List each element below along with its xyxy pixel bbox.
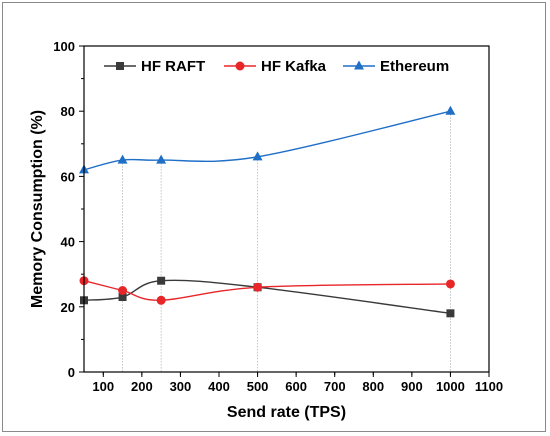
legend: HF RAFT HF Kafka Ethereum [104, 58, 449, 75]
y-tick-label: 60 [61, 169, 75, 184]
x-tick-label: 500 [247, 379, 269, 394]
legend-marker [116, 62, 124, 70]
y-tick-label: 40 [61, 235, 75, 250]
y-axis-label: Memory Consumption (%) [29, 110, 46, 308]
x-tick-label: 800 [362, 379, 384, 394]
legend-label: HF Kafka [261, 58, 327, 75]
y-tick-label: 100 [53, 39, 75, 54]
data-point-hf-raft [446, 309, 455, 318]
data-point-ethereum [156, 154, 167, 164]
data-point-hf-raft [118, 293, 127, 302]
data-point-hf-raft [157, 276, 166, 285]
x-tick-label: 200 [131, 379, 153, 394]
tick-labels: 100 200 300 400 500 600 700 800 900 1000 1100 0 20 40… [53, 39, 503, 394]
x-tick-label: 100 [92, 379, 114, 394]
x-axis-label: Send rate (TPS) [227, 404, 346, 421]
legend-item-hf-kafka: HF Kafka [224, 58, 327, 75]
legend-label: Ethereum [380, 58, 449, 75]
legend-item-hf-raft: HF RAFT [104, 58, 205, 75]
y-tick-label: 20 [61, 300, 75, 315]
x-tick-label: 400 [208, 379, 230, 394]
series-line-hf-kafka [83, 280, 451, 301]
data-point-hf-kafka [156, 295, 166, 305]
x-tick-label: 1000 [436, 379, 465, 394]
x-tick-label: 700 [324, 379, 346, 394]
x-tick-label: 900 [401, 379, 423, 394]
drop-lines [83, 111, 451, 372]
series-line-hf-raft [83, 279, 451, 315]
x-tick-label: 600 [285, 379, 307, 394]
y-tick-label: 80 [61, 104, 75, 119]
data-point-ethereum [252, 151, 263, 161]
legend-marker [354, 60, 364, 70]
data-point-hf-kafka [253, 282, 263, 292]
y-tick-label: 0 [68, 365, 75, 380]
legend-label: HF RAFT [141, 58, 205, 75]
plot-area-border [83, 45, 490, 373]
data-point-hf-kafka [445, 279, 455, 289]
series-line-ethereum [83, 110, 451, 171]
x-tick-label: 1100 [475, 379, 503, 394]
legend-marker [235, 61, 245, 71]
data-point-hf-kafka [118, 286, 128, 295]
series-lines [83, 110, 451, 315]
series-markers [79, 105, 456, 318]
chart-frame [2, 2, 546, 432]
axes [79, 45, 490, 377]
data-point-ethereum [117, 154, 128, 164]
data-point-ethereum [445, 105, 456, 115]
legend-item-ethereum: Ethereum [343, 58, 449, 75]
x-tick-label: 300 [170, 379, 192, 394]
